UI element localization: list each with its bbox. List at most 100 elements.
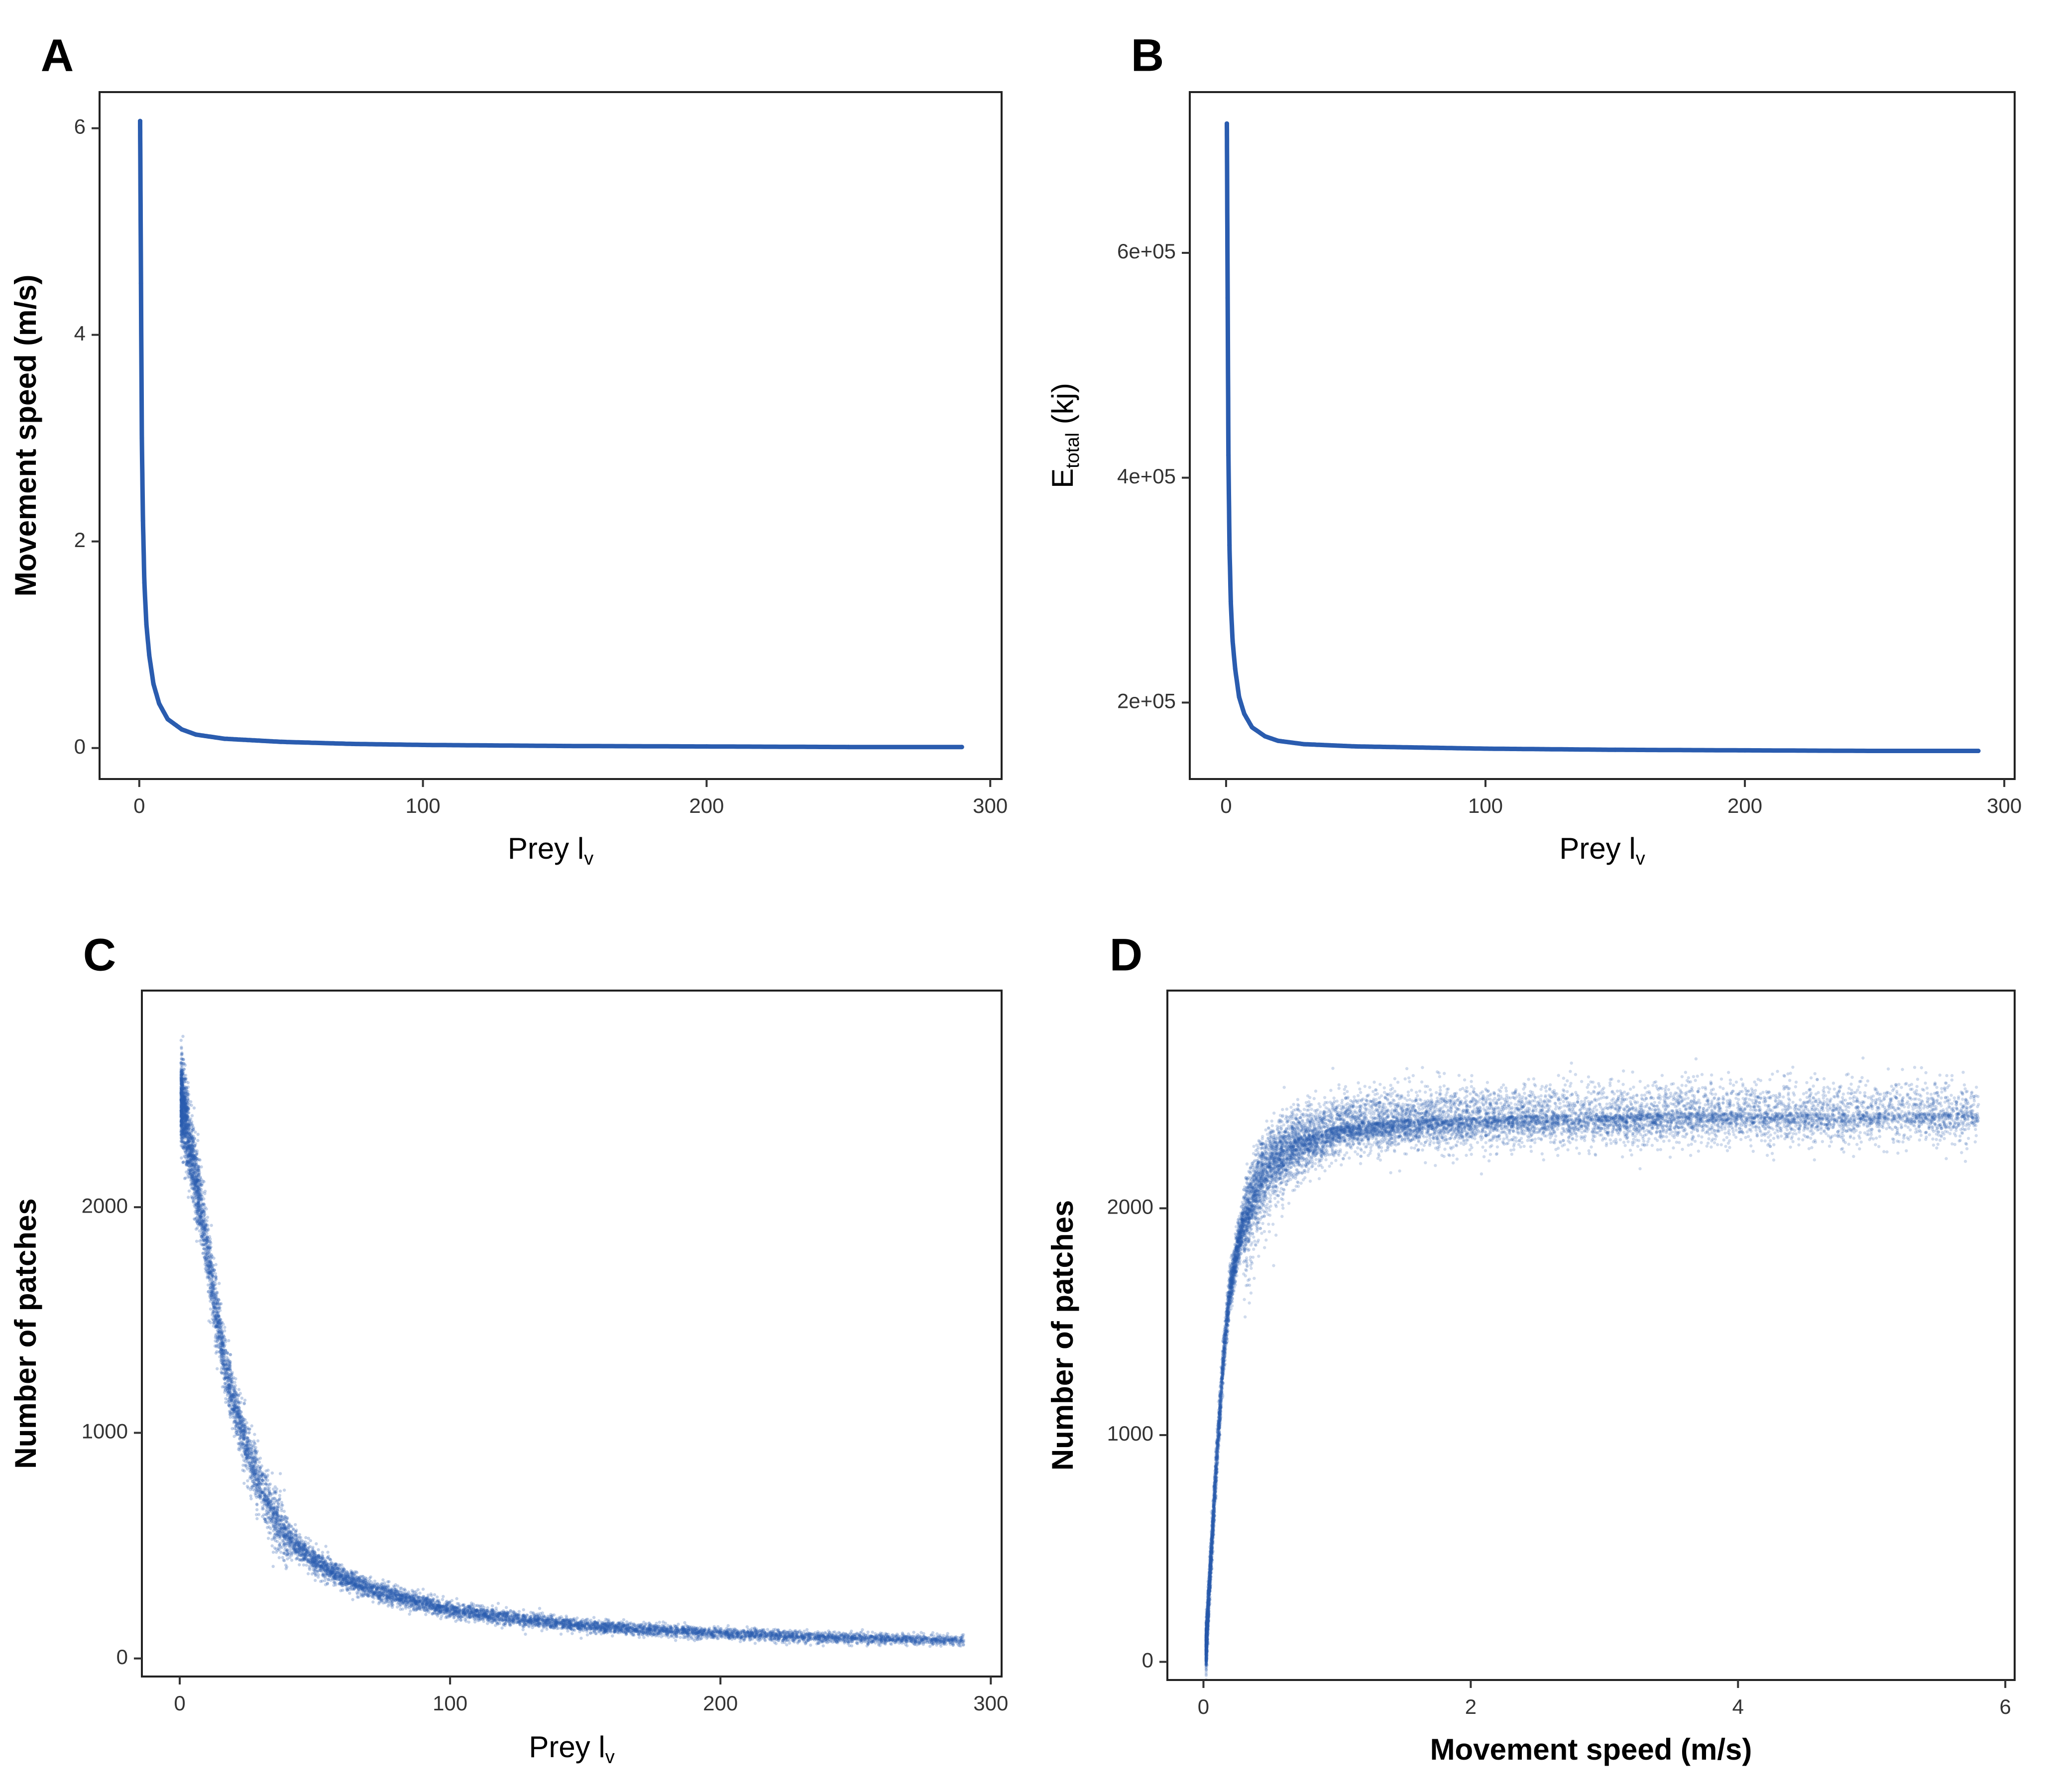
- data-point: [445, 1603, 449, 1606]
- data-point: [439, 1611, 442, 1614]
- data-point: [679, 1631, 683, 1635]
- data-point: [205, 1219, 209, 1223]
- panel-letter: C: [83, 929, 116, 980]
- data-point: [338, 1564, 342, 1567]
- data-point: [660, 1627, 663, 1631]
- data-point: [762, 1628, 765, 1632]
- data-point: [198, 1187, 202, 1190]
- data-point: [777, 1630, 780, 1634]
- data-point: [190, 1195, 194, 1198]
- data-point: [287, 1536, 291, 1540]
- data-point: [860, 1638, 864, 1642]
- data-point: [418, 1591, 422, 1595]
- data-point: [555, 1618, 558, 1622]
- data-point: [326, 1582, 329, 1586]
- data-point: [253, 1492, 257, 1495]
- data-point: [950, 1639, 954, 1643]
- data-point: [902, 1635, 906, 1638]
- data-point: [215, 1324, 219, 1328]
- data-point: [237, 1409, 241, 1413]
- data-point: [451, 1613, 454, 1617]
- data-point: [842, 1634, 846, 1638]
- data-point: [208, 1279, 212, 1283]
- data-point: [527, 1621, 531, 1624]
- data-point: [620, 1629, 624, 1633]
- data-point: [229, 1380, 232, 1383]
- data-point: [487, 1615, 491, 1619]
- data-point: [512, 1617, 515, 1621]
- data-point: [269, 1504, 273, 1507]
- data-point: [920, 1639, 924, 1643]
- data-point: [341, 1577, 345, 1581]
- data-point: [573, 1623, 577, 1627]
- data-point: [272, 1529, 275, 1533]
- data-point: [189, 1169, 193, 1172]
- data-point: [908, 1635, 911, 1639]
- data-point: [689, 1625, 693, 1629]
- data-point: [200, 1221, 203, 1224]
- data-point: [235, 1415, 239, 1418]
- data-point: [187, 1123, 191, 1127]
- data-point: [185, 1127, 188, 1130]
- data-point: [252, 1481, 256, 1485]
- data-point: [349, 1580, 353, 1583]
- data-point: [773, 1637, 777, 1641]
- data-point: [1225, 121, 1230, 126]
- data-point: [870, 1635, 874, 1639]
- data-point: [398, 1602, 402, 1606]
- data-point: [346, 1575, 350, 1578]
- data-point: [554, 1623, 558, 1627]
- data-point: [678, 1628, 682, 1632]
- data-point: [610, 1624, 614, 1627]
- data-point: [406, 1605, 410, 1608]
- data-point: [387, 1585, 390, 1589]
- data-point: [226, 1373, 229, 1377]
- data-point: [354, 1579, 358, 1583]
- data-point: [357, 1585, 361, 1588]
- data-point: [709, 1632, 713, 1636]
- data-point: [243, 1398, 247, 1402]
- data-point: [294, 1523, 297, 1527]
- data-point: [545, 1618, 549, 1622]
- data-point: [244, 1452, 247, 1455]
- data-point: [459, 1618, 463, 1622]
- data-point: [180, 1122, 183, 1126]
- data-point: [799, 1634, 803, 1638]
- data-point: [906, 1635, 909, 1638]
- data-point: [219, 1321, 223, 1325]
- data-point: [441, 1598, 444, 1601]
- data-point: [210, 1224, 213, 1227]
- data-point: [151, 681, 156, 686]
- data-point: [186, 1092, 190, 1096]
- data-point: [293, 1545, 296, 1549]
- data-point: [773, 1634, 777, 1637]
- data-point: [361, 1587, 365, 1591]
- data-point: [628, 1626, 632, 1630]
- data-point: [144, 622, 149, 627]
- data-point: [522, 1608, 525, 1612]
- data-point: [179, 1098, 183, 1101]
- data-point: [390, 1588, 393, 1592]
- data-point: [933, 1639, 937, 1643]
- data-point: [241, 1424, 245, 1427]
- data-point: [254, 1446, 258, 1450]
- data-point: [831, 1636, 834, 1639]
- data-point: [524, 1632, 527, 1636]
- data-point: [270, 1519, 274, 1523]
- data-point: [458, 1609, 461, 1612]
- data-point: [816, 1642, 820, 1645]
- data-point: [314, 1573, 318, 1576]
- data-point: [197, 1192, 201, 1195]
- data-point: [679, 1636, 682, 1639]
- data-point: [278, 1494, 282, 1497]
- data-point: [252, 1473, 255, 1477]
- data-point: [858, 1640, 862, 1643]
- data-point: [216, 1321, 220, 1324]
- data-point: [260, 1491, 264, 1495]
- data-point: [194, 1167, 198, 1170]
- data-point: [296, 1544, 300, 1547]
- data-point: [319, 1565, 323, 1568]
- data-point: [183, 1090, 187, 1094]
